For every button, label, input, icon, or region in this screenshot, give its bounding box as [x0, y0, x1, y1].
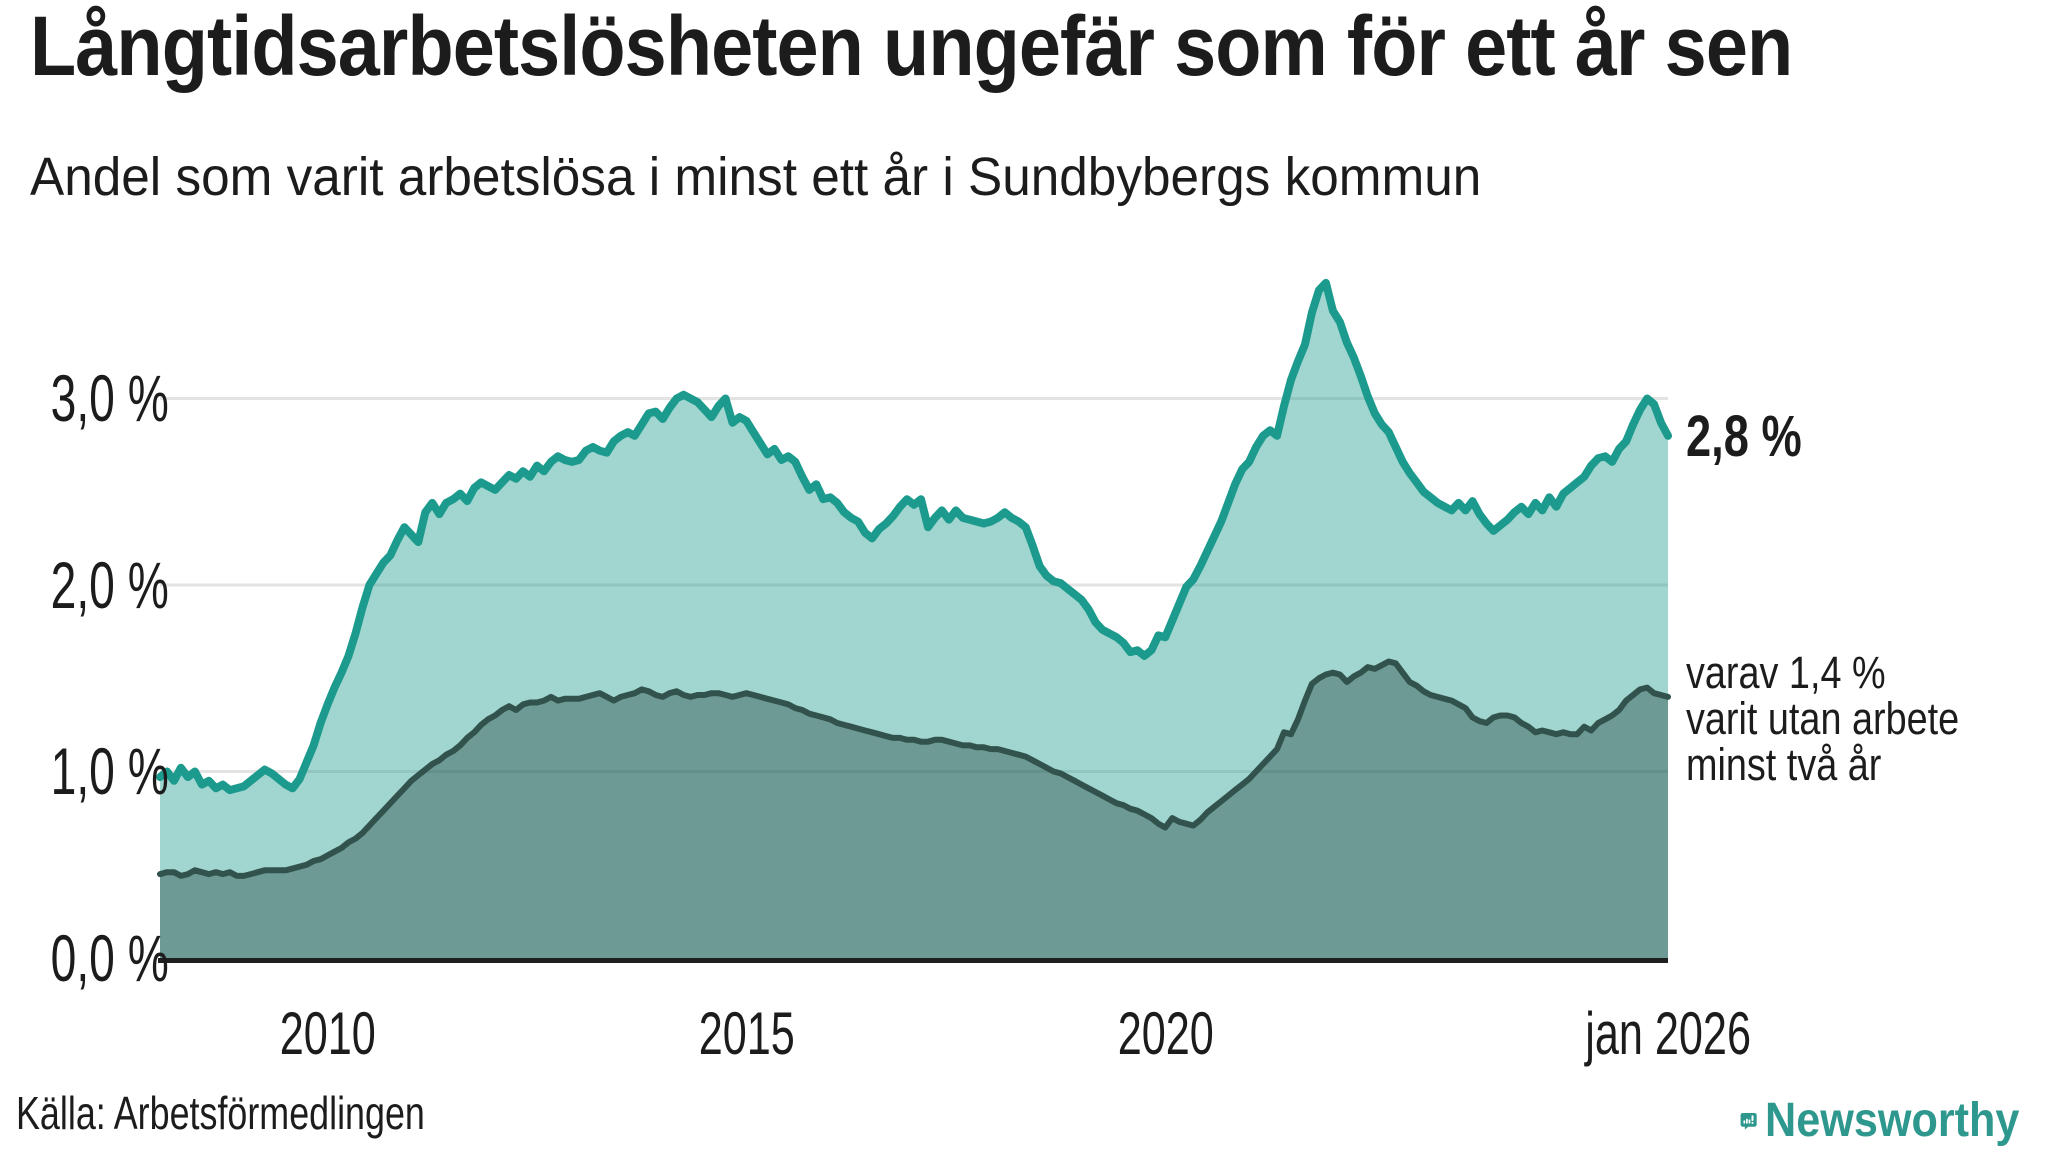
y-tick-label-0: 0,0 %	[50, 921, 169, 995]
secondary-series-label-line1: varav 1,4 %	[1686, 647, 1886, 698]
page-subtitle: Andel som varit arbetslösa i minst ett å…	[30, 147, 1482, 207]
y-tick-label-1: 1,0 %	[50, 734, 169, 808]
source-note: Källa: Arbetsförmedlingen	[16, 1087, 425, 1139]
secondary-series-label: varav 1,4 % varit utan arbete minst två …	[1686, 650, 1959, 788]
bar-chart-speech-bubble-icon	[1740, 1112, 1757, 1130]
secondary-series-label-line2: varit utan arbete	[1686, 693, 1960, 744]
x-tick-label-2015: 2015	[698, 1000, 796, 1067]
series-line-two-years	[157, 658, 1671, 879]
y-tick-label-3: 3,0 %	[50, 361, 169, 435]
series-area-one-year	[160, 282, 1668, 958]
newsworthy-logo: Newsworthy	[1740, 1090, 2048, 1152]
page-title: Långtidsarbetslösheten ungefär som för e…	[30, 0, 1793, 93]
y-tick-label-2: 2,0 %	[50, 548, 169, 622]
latest-value-label: 2,8 %	[1686, 404, 1802, 469]
newsworthy-logo-text: Newsworthy	[1765, 1094, 2020, 1147]
secondary-series-label-line3: minst två år	[1686, 739, 1882, 790]
x-tick-label-2010: 2010	[279, 1000, 377, 1067]
series-line-one-year	[156, 278, 1672, 795]
x-tick-label-jan-2026: jan 2026	[1585, 1000, 1751, 1067]
x-tick-label-2020: 2020	[1117, 1000, 1215, 1067]
